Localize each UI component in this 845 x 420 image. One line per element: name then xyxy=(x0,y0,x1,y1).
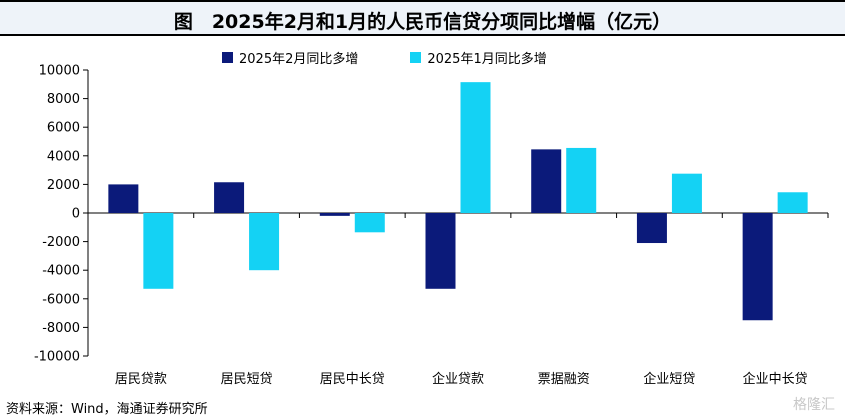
bar-series1 xyxy=(108,184,139,213)
category-label: 票据融资 xyxy=(538,372,590,387)
bar-series1 xyxy=(531,149,562,213)
chart-title: 图 2025年2月和1月的人民币信贷分项同比增幅（亿元） xyxy=(173,11,672,33)
legend-item-series2: 2025年1月同比多增 xyxy=(410,48,547,67)
y-tick-label: -2000 xyxy=(42,235,80,250)
legend-label-series2: 2025年1月同比多增 xyxy=(427,52,547,67)
y-tick-label: -10000 xyxy=(34,350,80,365)
bar-series1 xyxy=(214,182,245,213)
category-label: 企业贷款 xyxy=(432,371,484,387)
bar-series1 xyxy=(636,213,667,244)
bar-series2 xyxy=(143,213,174,289)
y-tick-label: 6000 xyxy=(47,121,80,136)
bar-series2 xyxy=(460,82,491,213)
watermark: 格隆汇 xyxy=(793,397,835,413)
legend-swatch-series2 xyxy=(410,52,422,63)
category-label: 居民短贷 xyxy=(221,372,273,387)
bar-series2 xyxy=(671,173,702,213)
category-label: 居民贷款 xyxy=(115,372,167,387)
legend-label-series1: 2025年2月同比多增 xyxy=(239,52,359,67)
category-label: 居民中长贷 xyxy=(320,372,385,387)
bar-series1 xyxy=(742,213,773,321)
legend-item-series1: 2025年2月同比多增 xyxy=(222,48,358,67)
y-tick-label: -4000 xyxy=(42,264,80,279)
y-tick-label: -8000 xyxy=(42,321,80,336)
category-label: 企业短贷 xyxy=(643,371,695,387)
category-label: 企业中长贷 xyxy=(743,371,808,387)
bar-series2 xyxy=(566,147,597,213)
bar-series2 xyxy=(354,213,385,233)
bar-series1 xyxy=(319,213,350,216)
legend: 2025年2月同比多增 2025年1月同比多增 xyxy=(222,48,599,67)
y-tick-label: -6000 xyxy=(42,292,80,307)
y-tick-label: 2000 xyxy=(47,178,80,193)
legend-swatch-series1 xyxy=(222,52,233,63)
source-note: 资料来源：Wind，海通证券研究所 xyxy=(6,402,208,417)
y-tick-label: 10000 xyxy=(39,64,80,79)
y-tick-label: 4000 xyxy=(47,149,80,164)
bar-series1 xyxy=(425,213,456,289)
bar-series2 xyxy=(777,192,808,213)
y-tick-label: 0 xyxy=(72,207,80,222)
title-bar: 图 2025年2月和1月的人民币信贷分项同比增幅（亿元） xyxy=(0,0,845,36)
y-tick-label: 8000 xyxy=(47,92,80,107)
bar-series2 xyxy=(249,213,280,271)
